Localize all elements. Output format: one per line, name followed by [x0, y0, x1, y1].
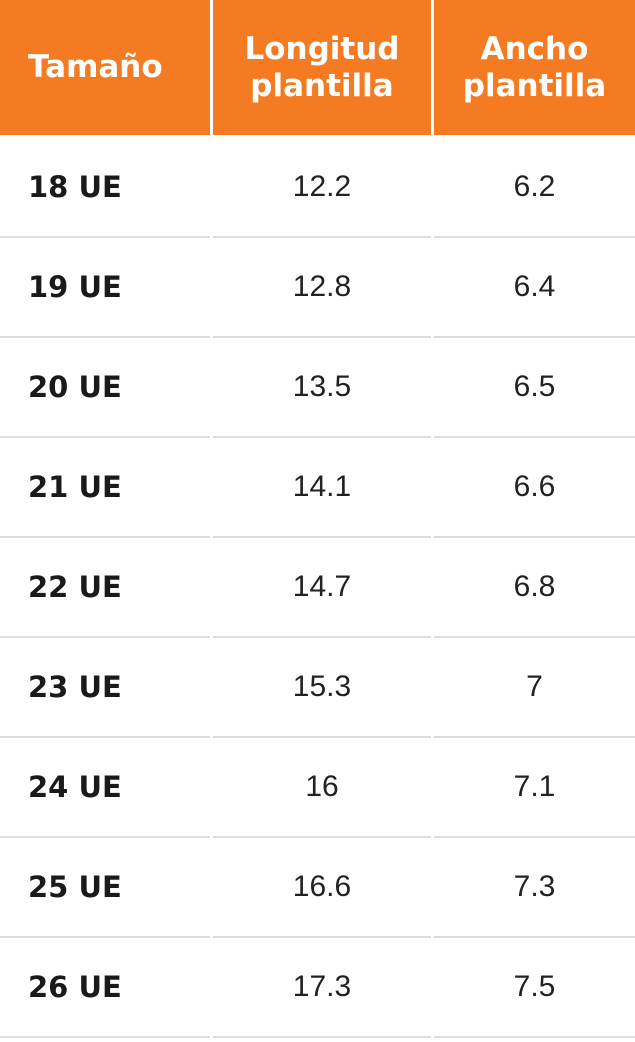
value-cell: 12.2	[213, 138, 431, 238]
value-cell: 15.3	[213, 638, 431, 738]
header-cell: Ancho plantilla	[434, 0, 635, 135]
size-cell: 23 UE	[0, 638, 210, 738]
value-cell: 7.1	[434, 738, 635, 838]
value-cell: 7.3	[434, 838, 635, 938]
header-cell: Tamaño	[0, 0, 210, 135]
value-cell: 16	[213, 738, 431, 838]
value-cell: 6.5	[434, 338, 635, 438]
value-cell: 7	[434, 638, 635, 738]
header-cell: Longitud plantilla	[213, 0, 431, 135]
value-cell: 6.8	[434, 538, 635, 638]
size-cell: 18 UE	[0, 138, 210, 238]
size-cell: 24 UE	[0, 738, 210, 838]
value-cell: 13.5	[213, 338, 431, 438]
size-cell: 25 UE	[0, 838, 210, 938]
value-cell: 17.3	[213, 938, 431, 1038]
size-cell: 21 UE	[0, 438, 210, 538]
size-cell: 19 UE	[0, 238, 210, 338]
value-cell: 14.1	[213, 438, 431, 538]
value-cell: 7.5	[434, 938, 635, 1038]
value-cell: 14.7	[213, 538, 431, 638]
value-cell: 6.2	[434, 138, 635, 238]
size-cell: 26 UE	[0, 938, 210, 1038]
size-cell: 20 UE	[0, 338, 210, 438]
value-cell: 6.6	[434, 438, 635, 538]
value-cell: 16.6	[213, 838, 431, 938]
size-cell: 22 UE	[0, 538, 210, 638]
value-cell: 12.8	[213, 238, 431, 338]
value-cell: 6.4	[434, 238, 635, 338]
